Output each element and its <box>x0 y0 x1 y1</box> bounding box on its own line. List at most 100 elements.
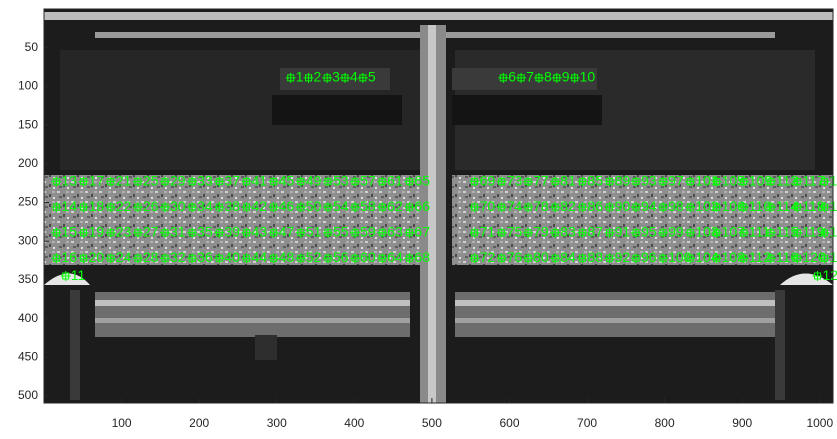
x-tick-label: 600 <box>499 416 519 430</box>
y-tick-label: 500 <box>18 388 38 402</box>
marker <box>523 202 533 212</box>
marker <box>214 228 224 238</box>
point-label: 10 <box>580 69 596 85</box>
point-label: 28 <box>143 249 159 265</box>
marker <box>79 228 89 238</box>
point-label: 97 <box>668 172 684 188</box>
marker <box>523 228 533 238</box>
marker <box>739 253 749 263</box>
marker <box>377 253 387 263</box>
point-label: 12 <box>822 267 837 283</box>
point-label: 52 <box>306 249 322 265</box>
marker <box>79 202 89 212</box>
y-tick-label: 450 <box>18 350 38 364</box>
marker <box>241 202 251 212</box>
marker <box>350 202 360 212</box>
marker <box>470 228 480 238</box>
point-label: 9 <box>562 69 570 85</box>
y-tick-label: 100 <box>18 79 38 93</box>
point-label: 105 <box>722 172 746 188</box>
point-label: 20 <box>89 249 105 265</box>
point-label: 96 <box>641 249 657 265</box>
point-label: 19 <box>89 223 105 239</box>
point-label: 74 <box>507 198 523 214</box>
point-label: 40 <box>224 249 240 265</box>
point-label: 7 <box>526 69 534 85</box>
marker <box>269 177 279 187</box>
point-label: 77 <box>533 172 549 188</box>
marker <box>523 177 533 187</box>
point-label: 111 <box>749 223 770 239</box>
marker <box>160 202 170 212</box>
point-label: 56 <box>333 249 349 265</box>
marker <box>106 253 116 263</box>
marker <box>377 177 387 187</box>
point-label: 23 <box>116 223 132 239</box>
point-label: 73 <box>507 172 523 188</box>
point-label: 48 <box>279 249 295 265</box>
marker <box>377 228 387 238</box>
marker <box>792 228 802 238</box>
point-label: 36 <box>197 249 213 265</box>
point-label: 29 <box>170 172 186 188</box>
point-label: 58 <box>360 198 376 214</box>
point-label: 81 <box>560 172 576 188</box>
point-label: 49 <box>306 172 322 188</box>
marker <box>350 253 360 263</box>
point-label: 26 <box>143 198 159 214</box>
point-label: 102 <box>695 198 719 214</box>
marker <box>552 73 562 83</box>
marker <box>187 228 197 238</box>
point-label: 60 <box>360 249 376 265</box>
marker <box>340 73 350 83</box>
point-label: 39 <box>224 223 240 239</box>
point-label: 17 <box>89 172 105 188</box>
point-label: 2 <box>314 69 322 85</box>
marker <box>577 177 587 187</box>
marker <box>685 177 695 187</box>
point-label: 88 <box>587 249 603 265</box>
marker <box>497 253 507 263</box>
point-label: 72 <box>480 249 496 265</box>
marker <box>470 202 480 212</box>
point-label: 13 <box>61 172 77 188</box>
marker <box>133 177 143 187</box>
point-label: 80 <box>533 249 549 265</box>
marker <box>133 228 143 238</box>
point-label: 53 <box>333 172 349 188</box>
marker <box>631 253 641 263</box>
point-label: 101 <box>695 172 719 188</box>
point-label: 79 <box>533 223 549 239</box>
point-label: 106 <box>722 198 746 214</box>
point-label: 108 <box>722 249 746 265</box>
x-tick-label: 100 <box>112 416 132 430</box>
marker <box>187 202 197 212</box>
marker <box>269 228 279 238</box>
figure: 1234567891011121314151617181920212223242… <box>0 0 837 439</box>
marker <box>819 228 829 238</box>
point-label: 98 <box>668 198 684 214</box>
point-label: 63 <box>387 223 403 239</box>
marker <box>323 202 333 212</box>
x-tick-label: 500 <box>422 416 442 430</box>
y-tick-label: 300 <box>18 233 38 247</box>
point-label: 8 <box>544 69 552 85</box>
marker <box>605 177 615 187</box>
point-label: 90 <box>615 198 631 214</box>
marker <box>187 177 197 187</box>
point-label: 33 <box>197 172 213 188</box>
point-label: 16 <box>61 249 77 265</box>
marker <box>106 228 116 238</box>
point-label: 46 <box>279 198 295 214</box>
point-label: 78 <box>533 198 549 214</box>
point-label: 94 <box>641 198 657 214</box>
marker <box>658 228 668 238</box>
point-label: 55 <box>333 223 349 239</box>
marker <box>685 228 695 238</box>
point-label: 65 <box>414 172 430 188</box>
point-label: 67 <box>414 223 430 239</box>
x-tick-label: 200 <box>189 416 209 430</box>
point-label: 85 <box>587 172 603 188</box>
point-label: 42 <box>251 198 267 214</box>
point-label: 59 <box>360 223 376 239</box>
